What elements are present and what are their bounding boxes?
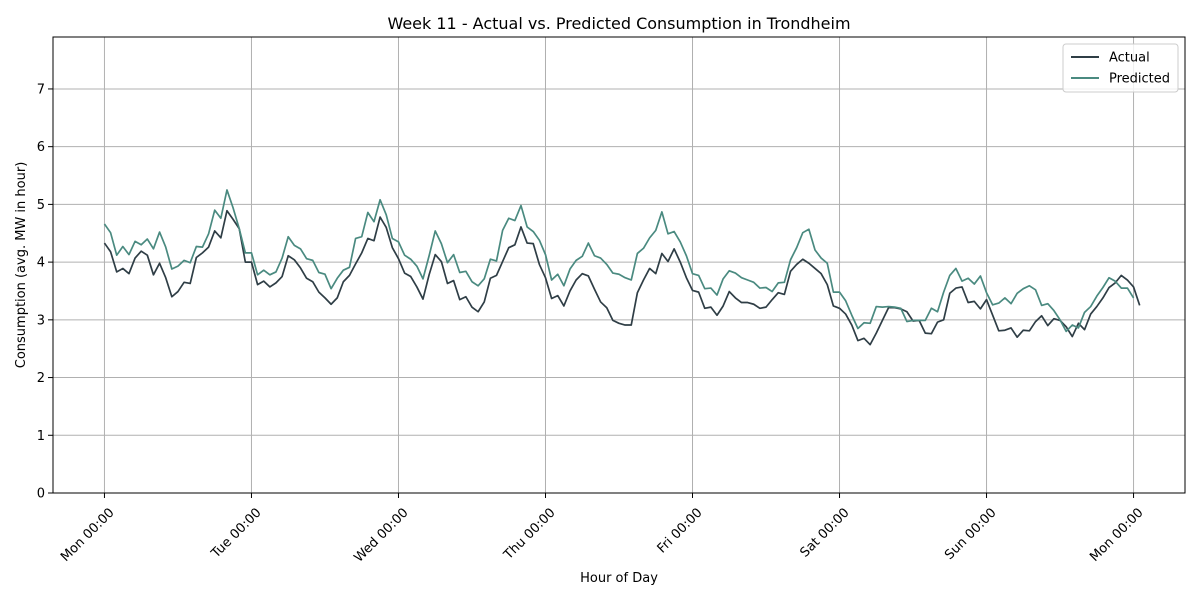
y-tick-label: 7: [37, 82, 45, 97]
x-axis-label: Hour of Day: [580, 571, 658, 586]
x-tick-label: Fri 00:00: [655, 505, 706, 556]
x-tick-label: Mon 00:00: [58, 505, 117, 564]
legend-label-predicted: Predicted: [1109, 72, 1170, 87]
y-tick-label: 6: [37, 140, 45, 155]
x-tick-label: Sat 00:00: [797, 505, 852, 560]
x-tick-label: Tue 00:00: [208, 505, 264, 561]
grid-lines: [53, 37, 1185, 494]
series-line-actual: [103, 209, 1141, 346]
chart-title: Week 11 - Actual vs. Predicted Consumpti…: [387, 14, 850, 33]
series-lines: [103, 189, 1141, 346]
plot-area-frame: [52, 36, 1186, 494]
y-tick-label: 5: [37, 198, 45, 213]
x-axis: Mon 00:00 Tue 00:00 Wed 00:00 Thu 00:00 Fri …: [58, 493, 1147, 566]
x-tick-label: Mon 00:00: [1087, 505, 1146, 564]
y-tick-label: 1: [37, 429, 45, 444]
y-axis: 0 1 2 3 4 5 6 7: [37, 82, 53, 502]
y-tick-label: 2: [37, 371, 45, 386]
y-tick-label: 4: [37, 256, 45, 271]
x-tick-label: Thu 00:00: [501, 505, 559, 563]
x-tick-label: Sun 00:00: [942, 505, 1000, 563]
legend-label-actual: Actual: [1109, 51, 1150, 66]
y-axis-label: Consumption (avg. MW in hour): [14, 162, 29, 369]
x-tick-label: Wed 00:00: [351, 505, 411, 565]
series-line-predicted: [103, 189, 1135, 333]
y-tick-label: 0: [37, 487, 45, 502]
legend: Actual Predicted: [1062, 43, 1179, 93]
y-tick-label: 3: [37, 313, 45, 328]
